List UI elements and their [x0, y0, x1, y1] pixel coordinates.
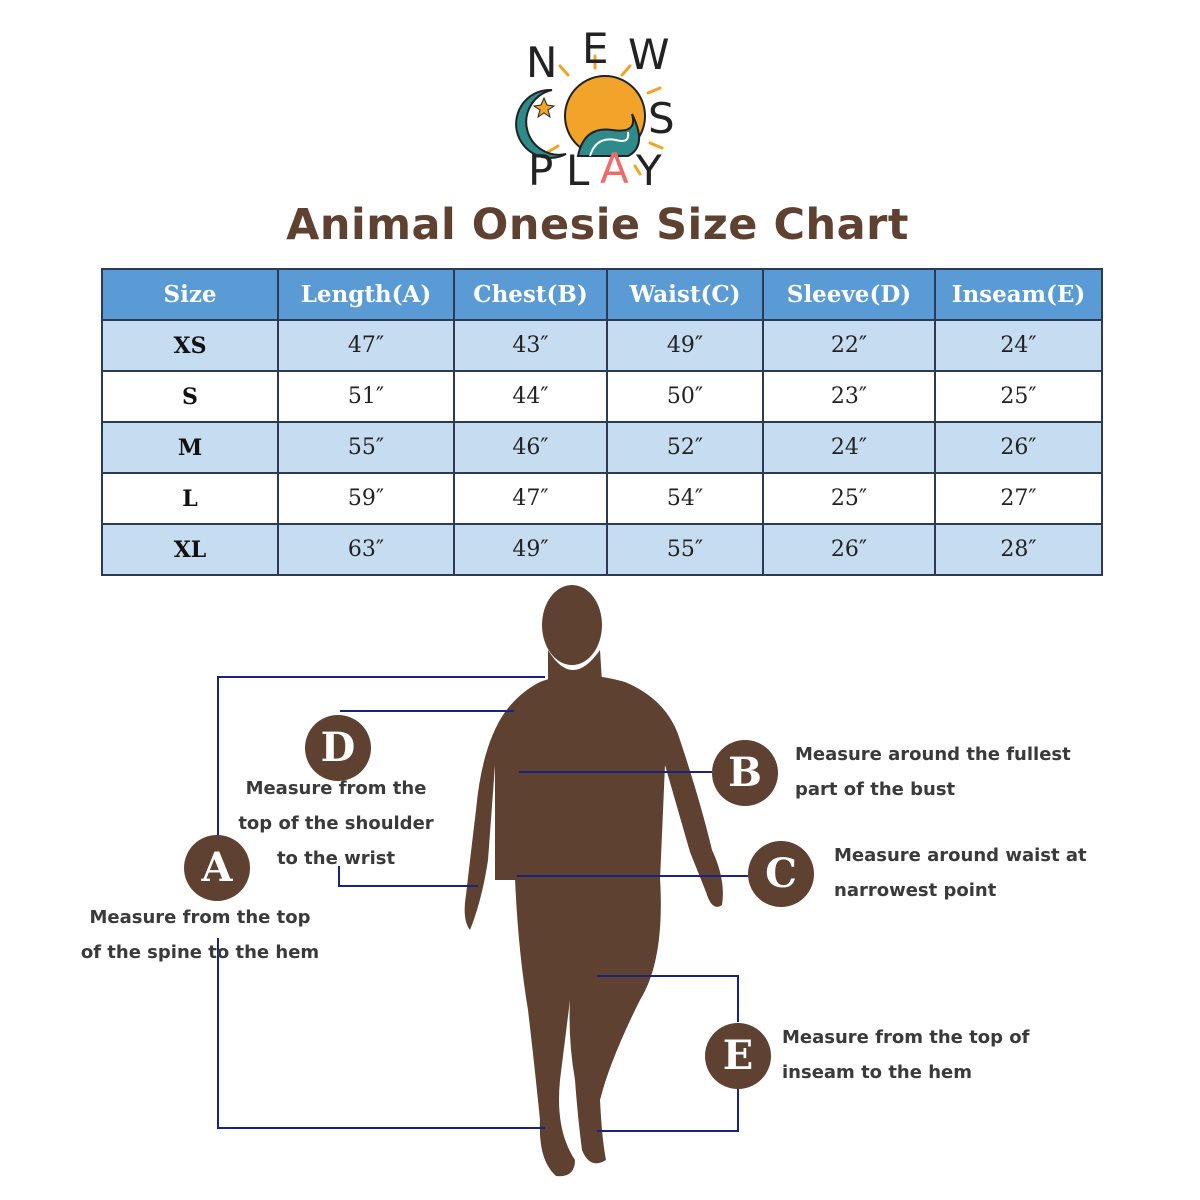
caption-e-line-1: Measure from the top of [782, 1027, 1030, 1048]
logo-letter-a: A [600, 144, 629, 193]
table-row: S 51″ 44″ 50″ 23″ 25″ [101, 370, 1103, 423]
table-row: XS 47″ 43″ 49″ 22″ 24″ [101, 319, 1103, 372]
caption-b: Measure around the fullest part of the b… [795, 737, 1071, 807]
sleeve-cell: 22″ [762, 319, 936, 372]
length-cell: 63″ [277, 523, 455, 576]
length-cell: 59″ [277, 472, 455, 525]
sleeve-cell: 25″ [762, 472, 936, 525]
measurement-diagram: A B C D E Measure from the top of the sp… [0, 580, 1200, 1200]
waist-cell: 54″ [606, 472, 764, 525]
inseam-cell: 27″ [934, 472, 1103, 525]
length-cell: 51″ [277, 370, 455, 423]
brand-logo: N E W S P L A Y [500, 28, 690, 193]
badge-c: C [748, 841, 814, 907]
caption-a: Measure from the top of the spine to the… [80, 900, 320, 970]
header-size: Size [101, 268, 279, 321]
line-d-bottom [338, 866, 478, 887]
inseam-cell: 25″ [934, 370, 1103, 423]
line-a-top [217, 676, 545, 868]
caption-d-line-2: top of the shoulder [238, 813, 434, 834]
size-cell: S [101, 370, 279, 423]
size-chart-table: Size Length(A) Chest(B) Waist(C) Sleeve(… [101, 268, 1103, 576]
caption-d-line-3: to the wrist [276, 848, 396, 869]
chest-cell: 44″ [453, 370, 608, 423]
inseam-cell: 24″ [934, 319, 1103, 372]
logo-letter-p: P [528, 146, 554, 195]
caption-c-line-1: Measure around waist at [834, 845, 1087, 866]
size-cell: XL [101, 523, 279, 576]
page-title: Animal Onesie Size Chart [286, 200, 909, 250]
waist-cell: 50″ [606, 370, 764, 423]
sleeve-cell: 23″ [762, 370, 936, 423]
line-e-top [597, 975, 739, 1022]
caption-d: Measure from the top of the shoulder to … [230, 771, 442, 876]
logo-letter-y: Y [636, 146, 662, 195]
badge-b: B [712, 740, 778, 806]
logo-letter-s: S [648, 94, 675, 143]
badge-a: A [184, 835, 250, 901]
header-length: Length(A) [277, 268, 455, 321]
caption-d-line-1: Measure from the [245, 778, 427, 799]
waist-cell: 52″ [606, 421, 764, 474]
table-row: L 59″ 47″ 54″ 25″ 27″ [101, 472, 1103, 525]
table-row: M 55″ 46″ 52″ 24″ 26″ [101, 421, 1103, 474]
badge-d: D [305, 715, 371, 781]
size-cell: M [101, 421, 279, 474]
chest-cell: 49″ [453, 523, 608, 576]
chest-cell: 43″ [453, 319, 608, 372]
line-e-bottom [597, 1088, 739, 1132]
waist-cell: 49″ [606, 319, 764, 372]
body-silhouette [464, 585, 723, 1177]
inseam-cell: 26″ [934, 421, 1103, 474]
caption-c-line-2: narrowest point [834, 880, 997, 901]
length-cell: 55″ [277, 421, 455, 474]
header-inseam: Inseam(E) [934, 268, 1103, 321]
caption-b-line-2: part of the bust [795, 779, 956, 800]
size-cell: XS [101, 319, 279, 372]
inseam-cell: 28″ [934, 523, 1103, 576]
logo-letter-w: W [628, 30, 670, 79]
body-silhouette-graphic [217, 585, 748, 1177]
caption-e-line-2: inseam to the hem [782, 1062, 972, 1083]
line-a-bottom [217, 938, 545, 1129]
sleeve-cell: 26″ [762, 523, 936, 576]
caption-a-line-1: Measure from the top [89, 907, 311, 928]
caption-e: Measure from the top of inseam to the he… [782, 1020, 1029, 1090]
header-chest: Chest(B) [453, 268, 608, 321]
caption-b-line-1: Measure around the fullest [795, 744, 1071, 765]
chest-cell: 46″ [453, 421, 608, 474]
caption-a-line-2: of the spine to the hem [80, 942, 320, 963]
length-cell: 47″ [277, 319, 455, 372]
logo-graphic [515, 54, 664, 176]
logo-letter-n: N [526, 38, 558, 87]
table-header-row: Size Length(A) Chest(B) Waist(C) Sleeve(… [101, 268, 1103, 321]
table-row: XL 63″ 49″ 55″ 26″ 28″ [101, 523, 1103, 576]
caption-c: Measure around waist at narrowest point [834, 838, 1087, 908]
chest-cell: 47″ [453, 472, 608, 525]
badge-e: E [705, 1023, 771, 1089]
logo-letter-e: E [582, 24, 609, 73]
header-sleeve: Sleeve(D) [762, 268, 936, 321]
header-waist: Waist(C) [606, 268, 764, 321]
logo-letter-l: L [566, 146, 590, 195]
size-cell: L [101, 472, 279, 525]
measurement-lines [217, 676, 748, 1132]
sleeve-cell: 24″ [762, 421, 936, 474]
waist-cell: 55″ [606, 523, 764, 576]
